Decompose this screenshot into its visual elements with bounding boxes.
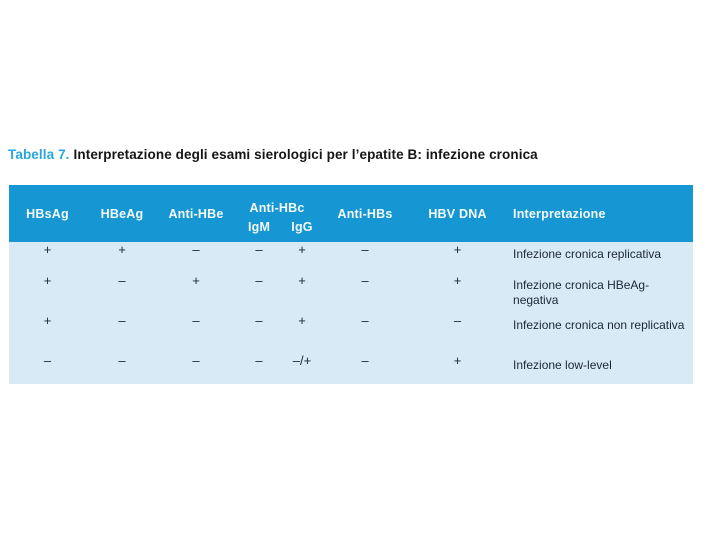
cell-igg: + bbox=[284, 313, 321, 353]
table-row: + – + – + – + Infezione cronica HBeAg-ne… bbox=[9, 273, 694, 313]
cell-interpretazione: Infezione cronica non replicativa bbox=[505, 313, 694, 353]
cell-hbsag: – bbox=[9, 353, 86, 384]
table-caption: Tabella 7. Interpretazione degli esami si… bbox=[8, 147, 708, 162]
cell-anti-hbe: + bbox=[158, 273, 234, 313]
cell-igg: + bbox=[284, 273, 321, 313]
table-row: + – – – + – – Infezione cronica non repl… bbox=[9, 313, 694, 353]
cell-interpretazione: Infezione low-level bbox=[505, 353, 694, 384]
cell-hbv-dna: + bbox=[410, 353, 506, 384]
cell-hbv-dna: + bbox=[410, 273, 506, 313]
cell-igm: – bbox=[234, 273, 284, 313]
cell-igm: – bbox=[234, 353, 284, 384]
cell-hbeag: – bbox=[86, 273, 158, 313]
serology-table: HBsAg HBeAg Anti-HBe Anti-HBc Anti-HBs H… bbox=[9, 185, 694, 384]
cell-anti-hbs: – bbox=[320, 242, 411, 273]
col-header-hbeag: HBeAg bbox=[86, 185, 158, 242]
table-caption-text: Interpretazione degli esami sierologici … bbox=[73, 147, 538, 162]
cell-interpretazione: Infezione cronica HBeAg-negativa bbox=[505, 273, 694, 313]
cell-anti-hbe: – bbox=[158, 242, 234, 273]
cell-hbeag: – bbox=[86, 313, 158, 353]
cell-hbsag: + bbox=[9, 273, 86, 313]
cell-anti-hbs: – bbox=[320, 273, 411, 313]
table-row: – – – – –/+ – + Infezione low-level bbox=[9, 353, 694, 384]
cell-hbeag: + bbox=[86, 242, 158, 273]
cell-anti-hbe: – bbox=[158, 353, 234, 384]
sub-header-igm: IgM bbox=[234, 217, 284, 242]
col-header-hbv-dna: HBV DNA bbox=[410, 185, 506, 242]
cell-anti-hbs: – bbox=[320, 353, 411, 384]
cell-igg: + bbox=[284, 242, 321, 273]
cell-hbsag: + bbox=[9, 242, 86, 273]
col-header-anti-hbc: Anti-HBc bbox=[234, 185, 321, 217]
cell-hbsag: + bbox=[9, 313, 86, 353]
cell-hbeag: – bbox=[86, 353, 158, 384]
cell-igg: –/+ bbox=[284, 353, 321, 384]
table-caption-number: Tabella 7. bbox=[8, 147, 70, 162]
col-header-anti-hbs: Anti-HBs bbox=[320, 185, 411, 242]
cell-hbv-dna: + bbox=[410, 242, 506, 273]
cell-anti-hbe: – bbox=[158, 313, 234, 353]
col-header-interpretazione: Interpretazione bbox=[505, 185, 694, 242]
cell-igm: – bbox=[234, 313, 284, 353]
cell-igm: – bbox=[234, 242, 284, 273]
table-body: + + – – + – + Infezione cronica replicat… bbox=[9, 242, 694, 384]
cell-hbv-dna: – bbox=[410, 313, 506, 353]
sub-header-igg: IgG bbox=[284, 217, 321, 242]
cell-anti-hbs: – bbox=[320, 313, 411, 353]
col-header-anti-hbe: Anti-HBe bbox=[158, 185, 234, 242]
table-header: HBsAg HBeAg Anti-HBe Anti-HBc Anti-HBs H… bbox=[9, 185, 694, 242]
table-row: + + – – + – + Infezione cronica replicat… bbox=[9, 242, 694, 273]
col-header-hbsag: HBsAg bbox=[9, 185, 86, 242]
cell-interpretazione: Infezione cronica replicativa bbox=[505, 242, 694, 273]
